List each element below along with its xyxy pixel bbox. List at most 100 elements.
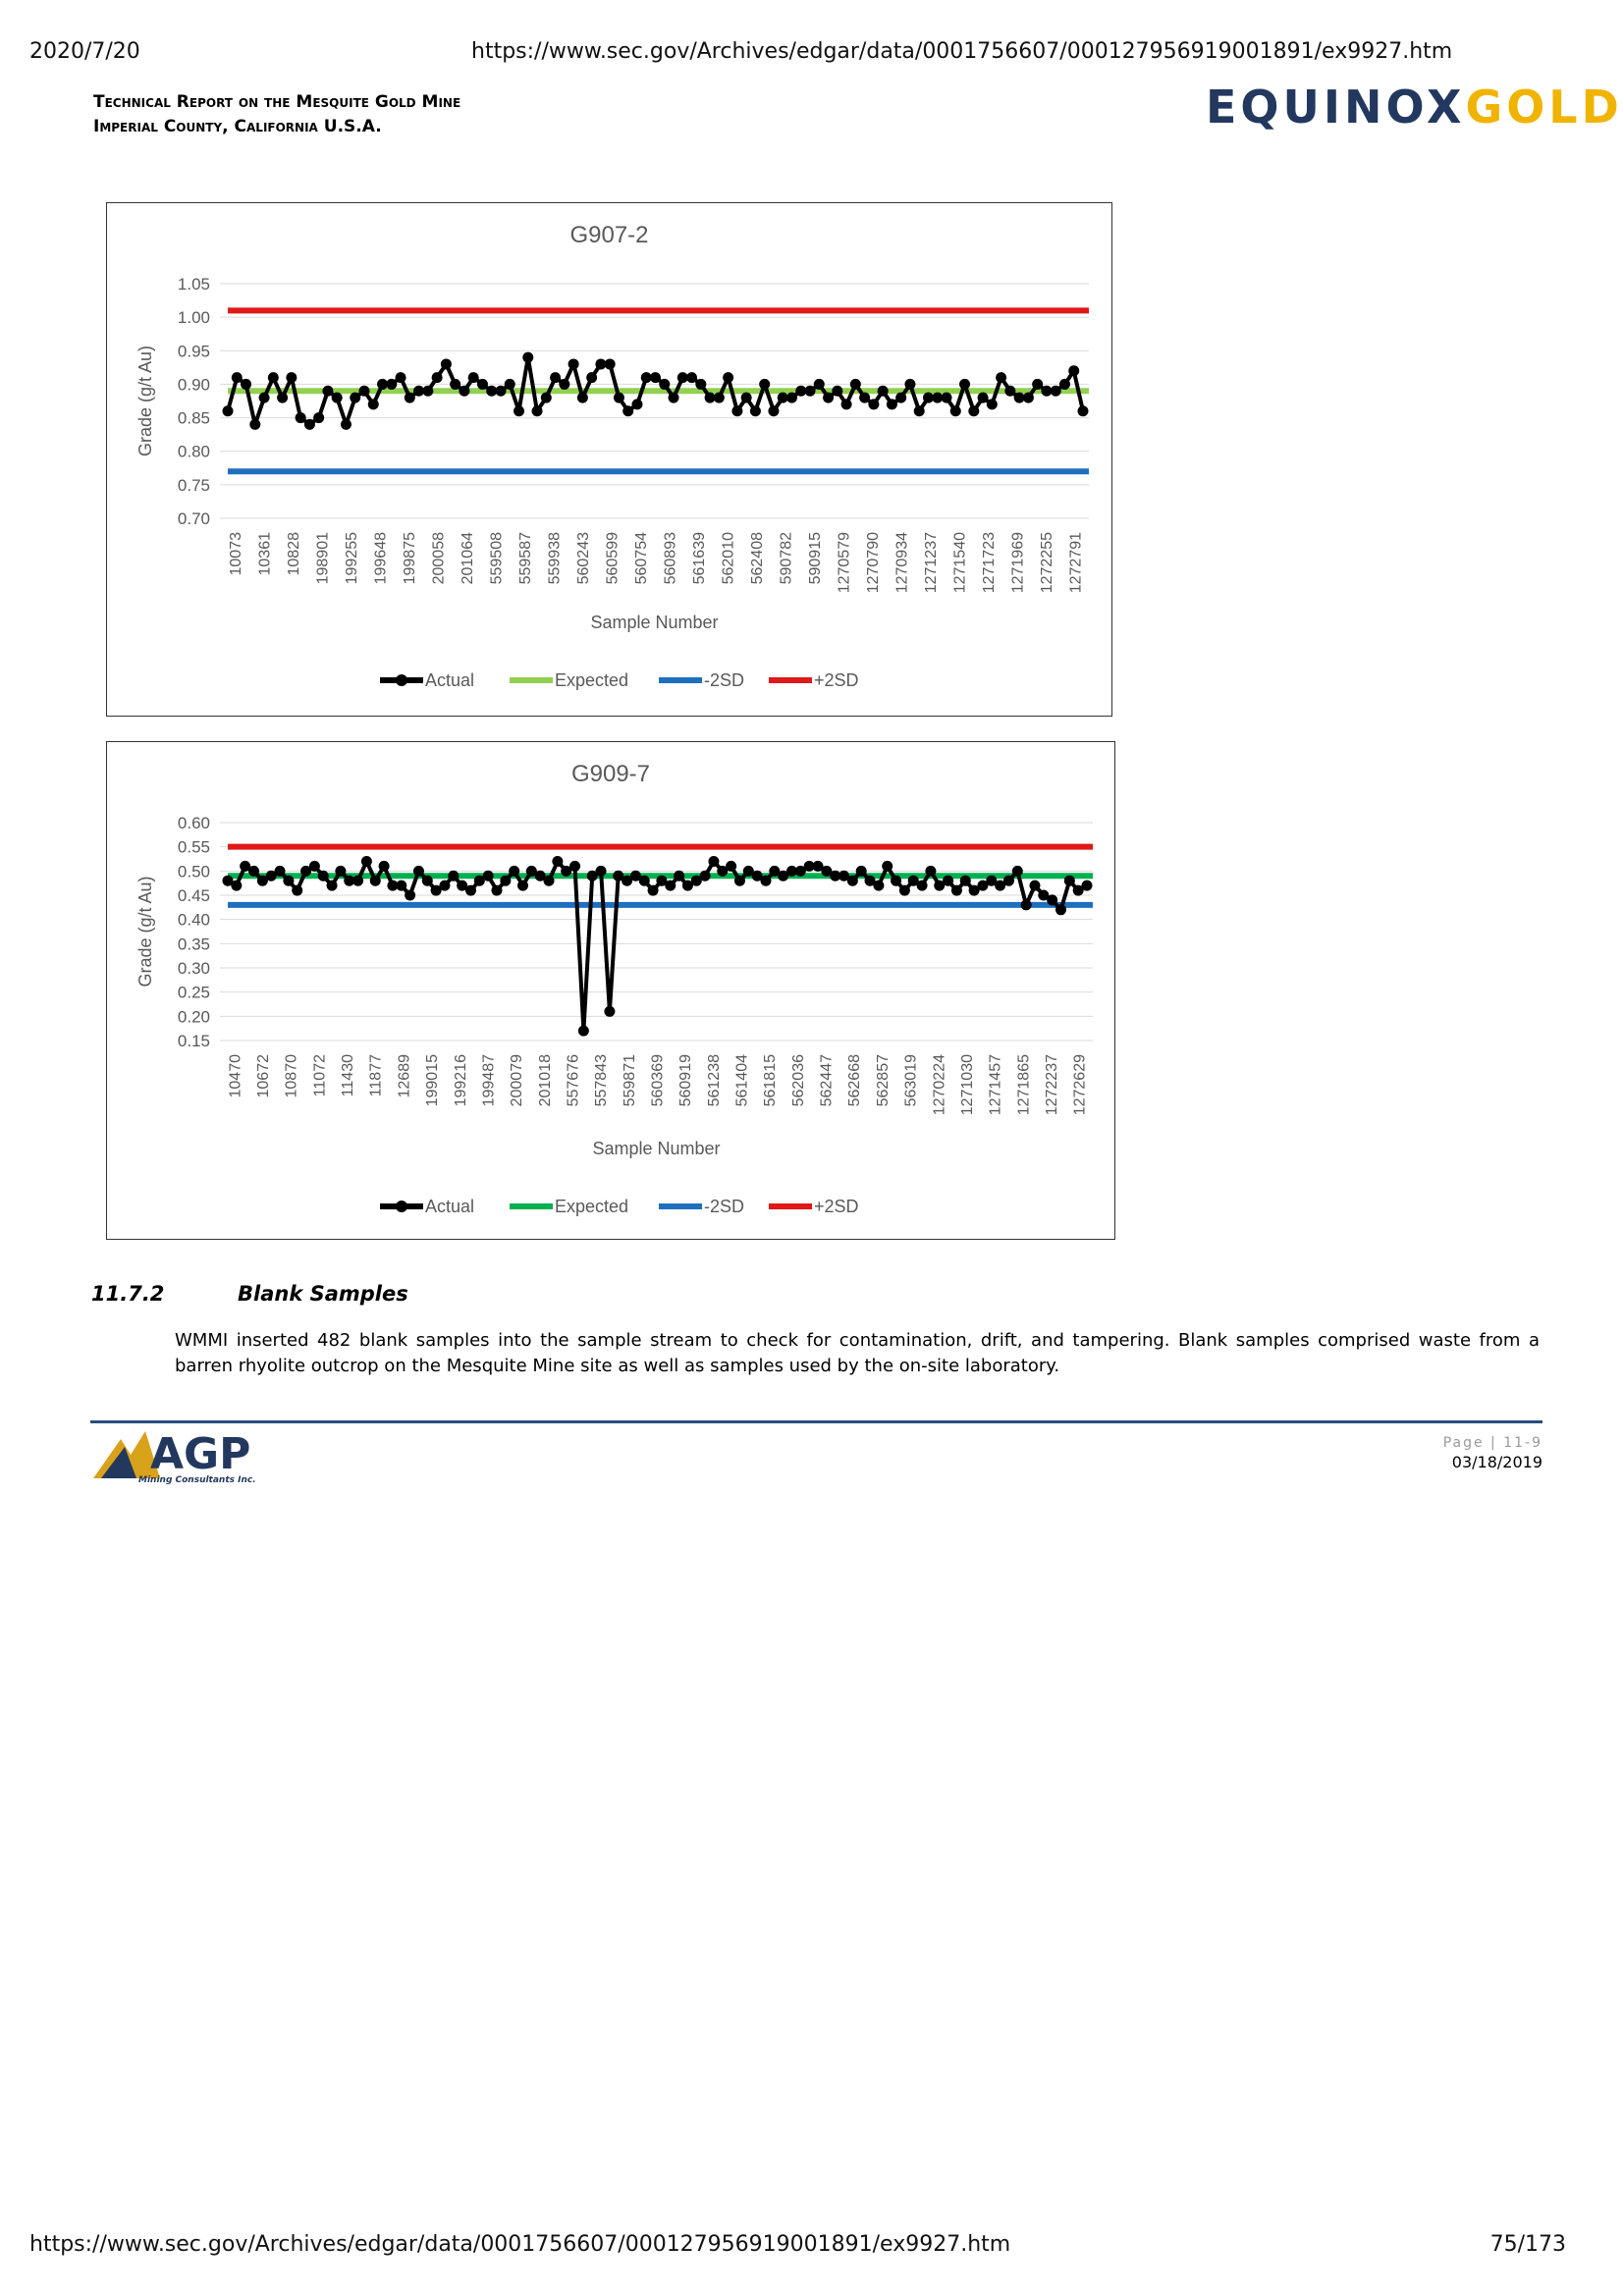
section-number: 11.7.2 [91, 1282, 165, 1306]
actual-point [303, 418, 315, 430]
actual-point [274, 865, 286, 877]
chart-title: G907-2 [569, 222, 648, 248]
actual-point [517, 880, 529, 891]
actual-point [248, 865, 260, 877]
actual-point [467, 372, 479, 384]
actual-point [726, 860, 737, 872]
x-tick-label: 1272255 [1039, 532, 1055, 593]
actual-point [898, 884, 910, 896]
footer-rule [90, 1420, 1542, 1423]
x-tick-label: 561404 [734, 1054, 751, 1106]
actual-point [1063, 875, 1075, 886]
actual-point [421, 875, 433, 886]
x-tick-label: 1271723 [981, 532, 998, 593]
chart-g909-7: G909-7 0.60 0.55 0.50 0.45 0.40 0.35 0.30 0.25 0.… [106, 741, 1115, 1240]
actual-point [457, 880, 468, 891]
actual-point [777, 392, 788, 403]
actual-point [476, 378, 488, 390]
actual-point [604, 358, 616, 370]
actual-point [1020, 899, 1032, 911]
x-tick-label: 1270579 [836, 532, 852, 593]
y-axis-label: Grade (g/t Au) [135, 876, 155, 987]
x-tick-label: 1271237 [923, 532, 940, 593]
legend-label: Actual [425, 670, 474, 690]
y-tick-label: 0.20 [178, 1007, 210, 1026]
actual-point [440, 358, 452, 370]
section-title: Blank Samples [238, 1282, 408, 1306]
actual-point [360, 855, 372, 867]
x-tick-label: 590915 [807, 532, 824, 584]
actual-point [995, 880, 1006, 891]
actual-point [387, 880, 399, 891]
actual-point [595, 358, 607, 370]
x-tick-label: 1271030 [959, 1054, 976, 1115]
actual-point [830, 870, 841, 881]
actual-point [396, 880, 407, 891]
y-tick-label: 0.70 [178, 509, 210, 528]
actual-point [1041, 385, 1053, 397]
browser-url-bottom[interactable]: https://www.sec.gov/Archives/edgar/data/… [29, 2232, 1011, 2257]
x-tick-label: 10361 [256, 532, 273, 576]
actual-point [731, 405, 743, 417]
actual-point [258, 392, 270, 403]
actual-point [717, 865, 729, 877]
actual-point [778, 870, 789, 881]
x-tick-label: 1272791 [1067, 532, 1084, 593]
browser-date: 2020/7/20 [29, 39, 140, 64]
y-axis-label: Grade (g/t Au) [135, 346, 155, 456]
actual-point [925, 865, 937, 877]
x-tick-label: 562447 [819, 1054, 836, 1106]
actual-point [543, 875, 555, 886]
actual-point [386, 378, 398, 390]
legend-marker [396, 1201, 407, 1212]
actual-point [369, 875, 381, 886]
actual-point [629, 870, 641, 881]
actual-point [534, 870, 546, 881]
actual-point [659, 378, 671, 390]
actual-point [760, 875, 772, 886]
actual-point [352, 875, 364, 886]
actual-point [690, 875, 702, 886]
actual-point [769, 865, 781, 877]
actual-point [495, 385, 507, 397]
legend-label: Actual [425, 1197, 474, 1216]
actual-point [699, 870, 711, 881]
report-title-line2: Imperial County, California U.S.A. [93, 117, 382, 136]
actual-point [604, 1005, 616, 1017]
actual-point [849, 378, 861, 390]
y-tick-label: 1.05 [178, 275, 210, 294]
actual-point [1068, 365, 1080, 377]
actual-point [1032, 378, 1044, 390]
actual-point [832, 385, 843, 397]
actual-point [404, 392, 415, 403]
actual-point [904, 378, 916, 390]
x-tick-label: 1271457 [988, 1054, 1004, 1115]
x-tick-label: 199648 [372, 532, 389, 584]
x-tick-label: 199875 [402, 532, 418, 584]
actual-point [708, 855, 720, 867]
actual-point [1055, 904, 1066, 916]
actual-point [313, 412, 325, 424]
actual-point [586, 870, 598, 881]
actual-point [868, 399, 880, 410]
actual-point [1004, 385, 1016, 397]
actual-point [473, 875, 485, 886]
actual-point [231, 880, 243, 891]
actual-point [785, 392, 797, 403]
legend-label: Expected [555, 1197, 628, 1216]
actual-point [882, 860, 893, 872]
actual-point [723, 372, 734, 384]
browser-url[interactable]: https://www.sec.gov/Archives/edgar/data/… [471, 39, 1453, 64]
actual-point [500, 875, 512, 886]
actual-point [249, 418, 261, 430]
x-tick-label: 561639 [691, 532, 708, 584]
x-tick-label: 200079 [509, 1054, 525, 1106]
report-header: Technical Report on the Mesquite Gold Mi… [93, 90, 460, 139]
x-tick-label: 1270790 [865, 532, 882, 593]
actual-point [222, 405, 234, 417]
actual-point [785, 865, 797, 877]
actual-point [813, 378, 825, 390]
actual-point [531, 405, 543, 417]
actual-point [1050, 385, 1061, 397]
actual-point [968, 405, 980, 417]
